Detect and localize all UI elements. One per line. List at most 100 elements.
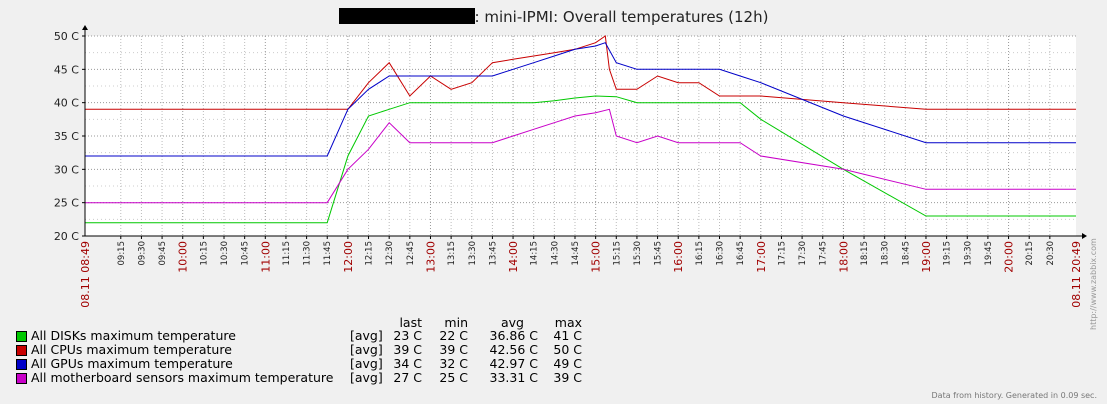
x-tick-label: 13:45 [488, 241, 498, 266]
x-tick-label: 20:00 [1003, 241, 1016, 273]
x-tick-label: 12:45 [406, 241, 416, 266]
x-tick-label: 18:30 [881, 241, 891, 266]
x-tick-label: 19:30 [963, 241, 973, 266]
x-tick-label: 16:00 [672, 241, 685, 273]
x-tick-label: 10:15 [199, 241, 209, 266]
y-tick-label: 25 C [54, 197, 79, 210]
legend-max: 41 C [553, 328, 582, 343]
legend-last: 27 C [393, 370, 422, 385]
legend-max: 39 C [553, 370, 582, 385]
y-tick-label: 40 C [54, 97, 79, 110]
x-tick-label: 18:00 [837, 241, 850, 273]
legend-func: [avg] [350, 328, 383, 343]
legend-avg: 33.31 C [489, 370, 539, 385]
x-tick-label: 11:30 [303, 241, 313, 266]
x-tick-label: 19:00 [920, 241, 933, 273]
x-axis-arrow [1082, 233, 1087, 239]
x-tick-label: 15:15 [612, 241, 622, 266]
legend-avg: 36.86 C [489, 328, 539, 343]
legend-header-avg: avg [501, 315, 524, 330]
x-tick-label: 15:45 [654, 241, 664, 266]
x-tick-label: 16:15 [695, 241, 705, 266]
legend-header-max: max [554, 315, 582, 330]
x-tick-label: 13:15 [447, 241, 457, 266]
y-axis-labels: 20 C 25 C 30 C 35 C 40 C 45 C 50 C [54, 30, 79, 243]
x-tick-label: 16:45 [736, 241, 746, 266]
x-tick-label: 10:30 [220, 241, 230, 266]
x-tick-label: 11:00 [259, 241, 272, 273]
x-tick-label: 14:00 [507, 241, 520, 273]
legend-series-name: All CPUs maximum temperature [31, 342, 232, 357]
axes [82, 25, 1087, 239]
x-tick-label: 09:15 [117, 241, 127, 266]
legend-swatch [16, 359, 27, 370]
x-tick-label: 13:30 [468, 241, 478, 266]
y-tick-label: 50 C [54, 30, 79, 43]
x-edge-label: 08.11 08:49 [79, 241, 92, 308]
legend-swatch [16, 345, 27, 356]
legend-last: 39 C [393, 342, 422, 357]
chart-title: : mini-IPMI: Overall temperatures (12h) [0, 8, 1107, 26]
x-tick-label: 09:30 [137, 241, 147, 266]
y-axis-arrow [82, 25, 88, 30]
x-tick-label: 12:00 [342, 241, 355, 273]
x-tick-label: 15:30 [633, 241, 643, 266]
x-tick-label: 17:45 [819, 241, 829, 266]
x-tick-label: 16:30 [716, 241, 726, 266]
x-tick-label: 18:15 [860, 241, 870, 266]
x-tick-label: 19:45 [984, 241, 994, 266]
legend-avg: 42.97 C [489, 356, 539, 371]
x-tick-label: 20:15 [1025, 241, 1035, 266]
chart-title-text: : mini-IPMI: Overall temperatures (12h) [474, 8, 769, 26]
x-tick-label: 12:15 [365, 241, 375, 266]
legend-series-name: All DISKs maximum temperature [31, 328, 236, 343]
x-tick-label: 11:15 [282, 241, 292, 266]
legend-func: [avg] [350, 356, 383, 371]
x-tick-label: 09:45 [158, 241, 168, 266]
legend-min: 25 C [439, 370, 468, 385]
x-axis-labels: 09:15 09:30 09:45 10:00 10:15 10:30 10:45 11:00… [79, 241, 1083, 308]
series-line-2 [85, 42, 1076, 157]
y-tick-label: 30 C [54, 163, 79, 176]
x-tick-label: 17:15 [777, 241, 787, 266]
y-tick-label: 45 C [54, 63, 79, 76]
x-tick-label: 15:00 [590, 241, 603, 273]
x-tick-label: 18:45 [901, 241, 911, 266]
x-tick-label: 10:00 [177, 241, 190, 273]
footer-generation-note: Data from history. Generated in 0.09 sec… [931, 391, 1097, 400]
legend-swatch [16, 331, 27, 342]
legend-series-name: All GPUs maximum temperature [31, 356, 233, 371]
y-tick-label: 20 C [54, 230, 79, 243]
legend-last: 23 C [393, 328, 422, 343]
x-tick-label: 14:45 [571, 241, 581, 266]
series-line-1 [85, 35, 1076, 110]
x-tick-label: 17:00 [755, 241, 768, 273]
legend-min: 39 C [439, 342, 468, 357]
x-tick-label: 14:30 [550, 241, 560, 266]
legend-func: [avg] [350, 370, 383, 385]
x-tick-label: 20:30 [1046, 241, 1056, 266]
legend-swatch [16, 373, 27, 384]
series-line-3 [85, 108, 1076, 204]
legend-header-last: last [399, 315, 422, 330]
x-tick-label: 19:15 [943, 241, 953, 266]
series-lines [85, 35, 1076, 224]
x-tick-label: 11:45 [323, 241, 333, 266]
legend-min: 22 C [439, 328, 468, 343]
grid-lines [85, 35, 1076, 237]
x-tick-label: 17:30 [798, 241, 808, 266]
legend-series-name: All motherboard sensors maximum temperat… [31, 370, 334, 385]
series-line-0 [85, 95, 1076, 224]
legend-min: 32 C [439, 356, 468, 371]
x-edge-label: 08.11 20:49 [1070, 241, 1083, 308]
legend-header-min: min [444, 315, 468, 330]
legend-func: [avg] [350, 342, 383, 357]
x-tick-label: 10:45 [241, 241, 251, 266]
legend-last: 34 C [393, 356, 422, 371]
redacted-hostname [338, 8, 475, 24]
zabbix-watermark: http://www.zabbix.com [1089, 238, 1098, 330]
y-tick-label: 35 C [54, 130, 79, 143]
x-tick-label: 12:30 [385, 241, 395, 266]
x-tick-label: 13:00 [424, 241, 437, 273]
